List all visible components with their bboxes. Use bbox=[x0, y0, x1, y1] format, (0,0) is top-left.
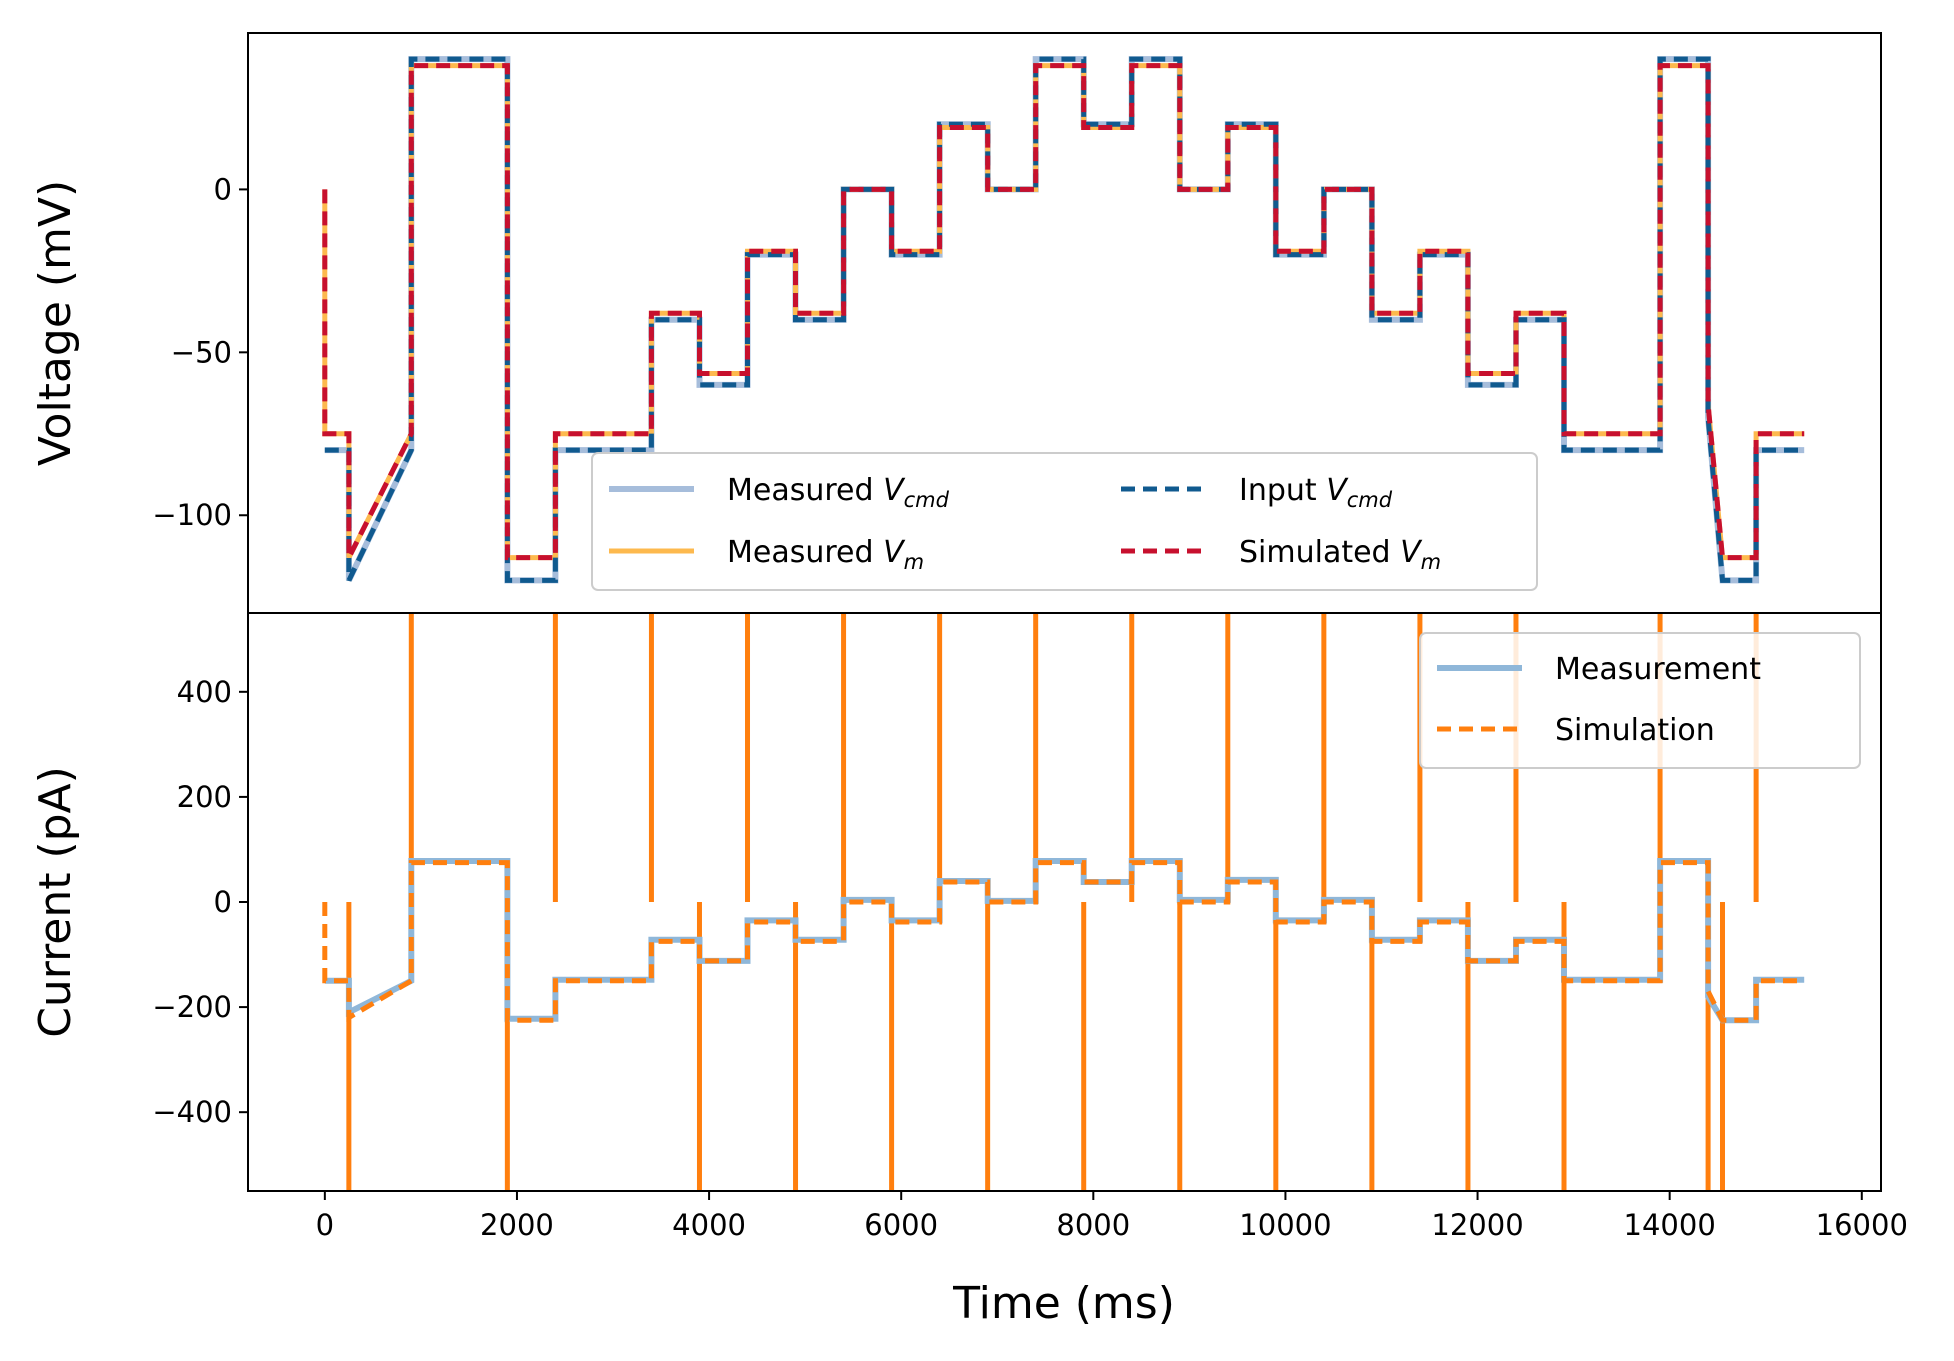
current-legend: Measurement Simulation bbox=[1419, 632, 1861, 769]
voltage-legend-label: Input Vcmd bbox=[1239, 473, 1393, 512]
voltage-legend: Measured Vcmd Measured Vm Input Vcmd Simula… bbox=[591, 452, 1538, 591]
current-legend-label: Simulation bbox=[1555, 713, 1715, 748]
voltage-panel: −100−500 Voltage (mV) Measured VcmdMeasu… bbox=[30, 32, 1882, 614]
time-x-tick-label: 0 bbox=[316, 1208, 334, 1242]
time-x-tick-label: 2000 bbox=[480, 1208, 554, 1242]
current-series-measurement bbox=[324, 858, 1805, 1024]
current-y-tick-label: 0 bbox=[214, 885, 232, 919]
current-series-simulation bbox=[322, 860, 1805, 1023]
voltage-y-tick-label: −50 bbox=[171, 335, 232, 369]
time-x-tick-label: 16000 bbox=[1816, 1208, 1908, 1242]
current-panel: −400 −200 0 200 400 0 2000 4000 6000 8000 10000 12… bbox=[30, 612, 1908, 1329]
voltage-legend-label: Measured Vcmd bbox=[727, 473, 950, 512]
voltage-y-tick-label: 0 bbox=[214, 172, 232, 206]
voltage-legend-label: Measured Vm bbox=[727, 535, 924, 574]
voltage-legend-box bbox=[591, 452, 1538, 591]
time-x-tick-label: 6000 bbox=[864, 1208, 938, 1242]
voltage-y-ticks: −100 −50 0 bbox=[152, 172, 248, 532]
time-x-tick-label: 4000 bbox=[672, 1208, 746, 1242]
current-legend-label: Measurement bbox=[1555, 652, 1761, 687]
voltage-series-simulated-vm bbox=[322, 63, 1805, 561]
voltage-series-group bbox=[322, 56, 1805, 584]
voltage-y-axis-label: Voltage (mV) bbox=[30, 180, 81, 466]
current-y-ticks: −400 −200 0 200 400 bbox=[152, 675, 248, 1129]
voltage-series-input-vcmd bbox=[324, 56, 1805, 583]
current-series-group bbox=[322, 613, 1805, 1191]
time-x-tick-label: 12000 bbox=[1431, 1208, 1523, 1242]
current-legend-box bbox=[1419, 632, 1861, 769]
time-x-axis-label: Time (ms) bbox=[952, 1278, 1175, 1329]
voltage-y-tick-label: −100 bbox=[152, 498, 232, 532]
time-x-tick-label: 8000 bbox=[1056, 1208, 1130, 1242]
voltage-legend-label: Simulated Vm bbox=[1239, 535, 1441, 574]
current-y-tick-label: 400 bbox=[177, 675, 232, 709]
time-x-tick-label: 14000 bbox=[1624, 1208, 1716, 1242]
current-y-tick-label: −400 bbox=[152, 1095, 232, 1129]
current-y-tick-label: −200 bbox=[152, 990, 232, 1024]
current-y-tick-label: 200 bbox=[177, 780, 232, 814]
time-x-tick-label: 10000 bbox=[1239, 1208, 1331, 1242]
current-y-axis-label: Current (pA) bbox=[30, 766, 81, 1038]
time-x-ticks: 0 2000 4000 6000 8000 10000 12000 14000 16000 bbox=[316, 1191, 1908, 1242]
